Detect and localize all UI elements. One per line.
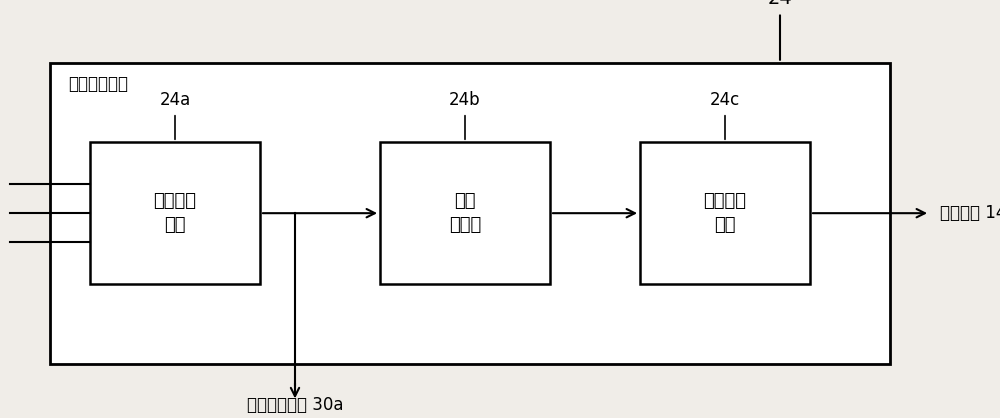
Bar <box>640 142 810 284</box>
Text: 图像生成电路: 图像生成电路 <box>68 75 128 93</box>
Text: 向显示器 14: 向显示器 14 <box>940 204 1000 222</box>
Text: 24c: 24c <box>710 91 740 109</box>
Text: 扫描
变换器: 扫描 变换器 <box>449 192 481 234</box>
Text: 24b: 24b <box>449 91 481 109</box>
Text: 图像处理
电路: 图像处理 电路 <box>704 192 746 234</box>
Text: 24a: 24a <box>159 91 191 109</box>
Text: 24: 24 <box>768 0 792 8</box>
Text: 向图像存储器 30a: 向图像存储器 30a <box>247 396 343 414</box>
Text: 信号处理
电路: 信号处理 电路 <box>154 192 196 234</box>
Bar <box>380 142 550 284</box>
Bar <box>50 63 890 364</box>
Bar <box>90 142 260 284</box>
